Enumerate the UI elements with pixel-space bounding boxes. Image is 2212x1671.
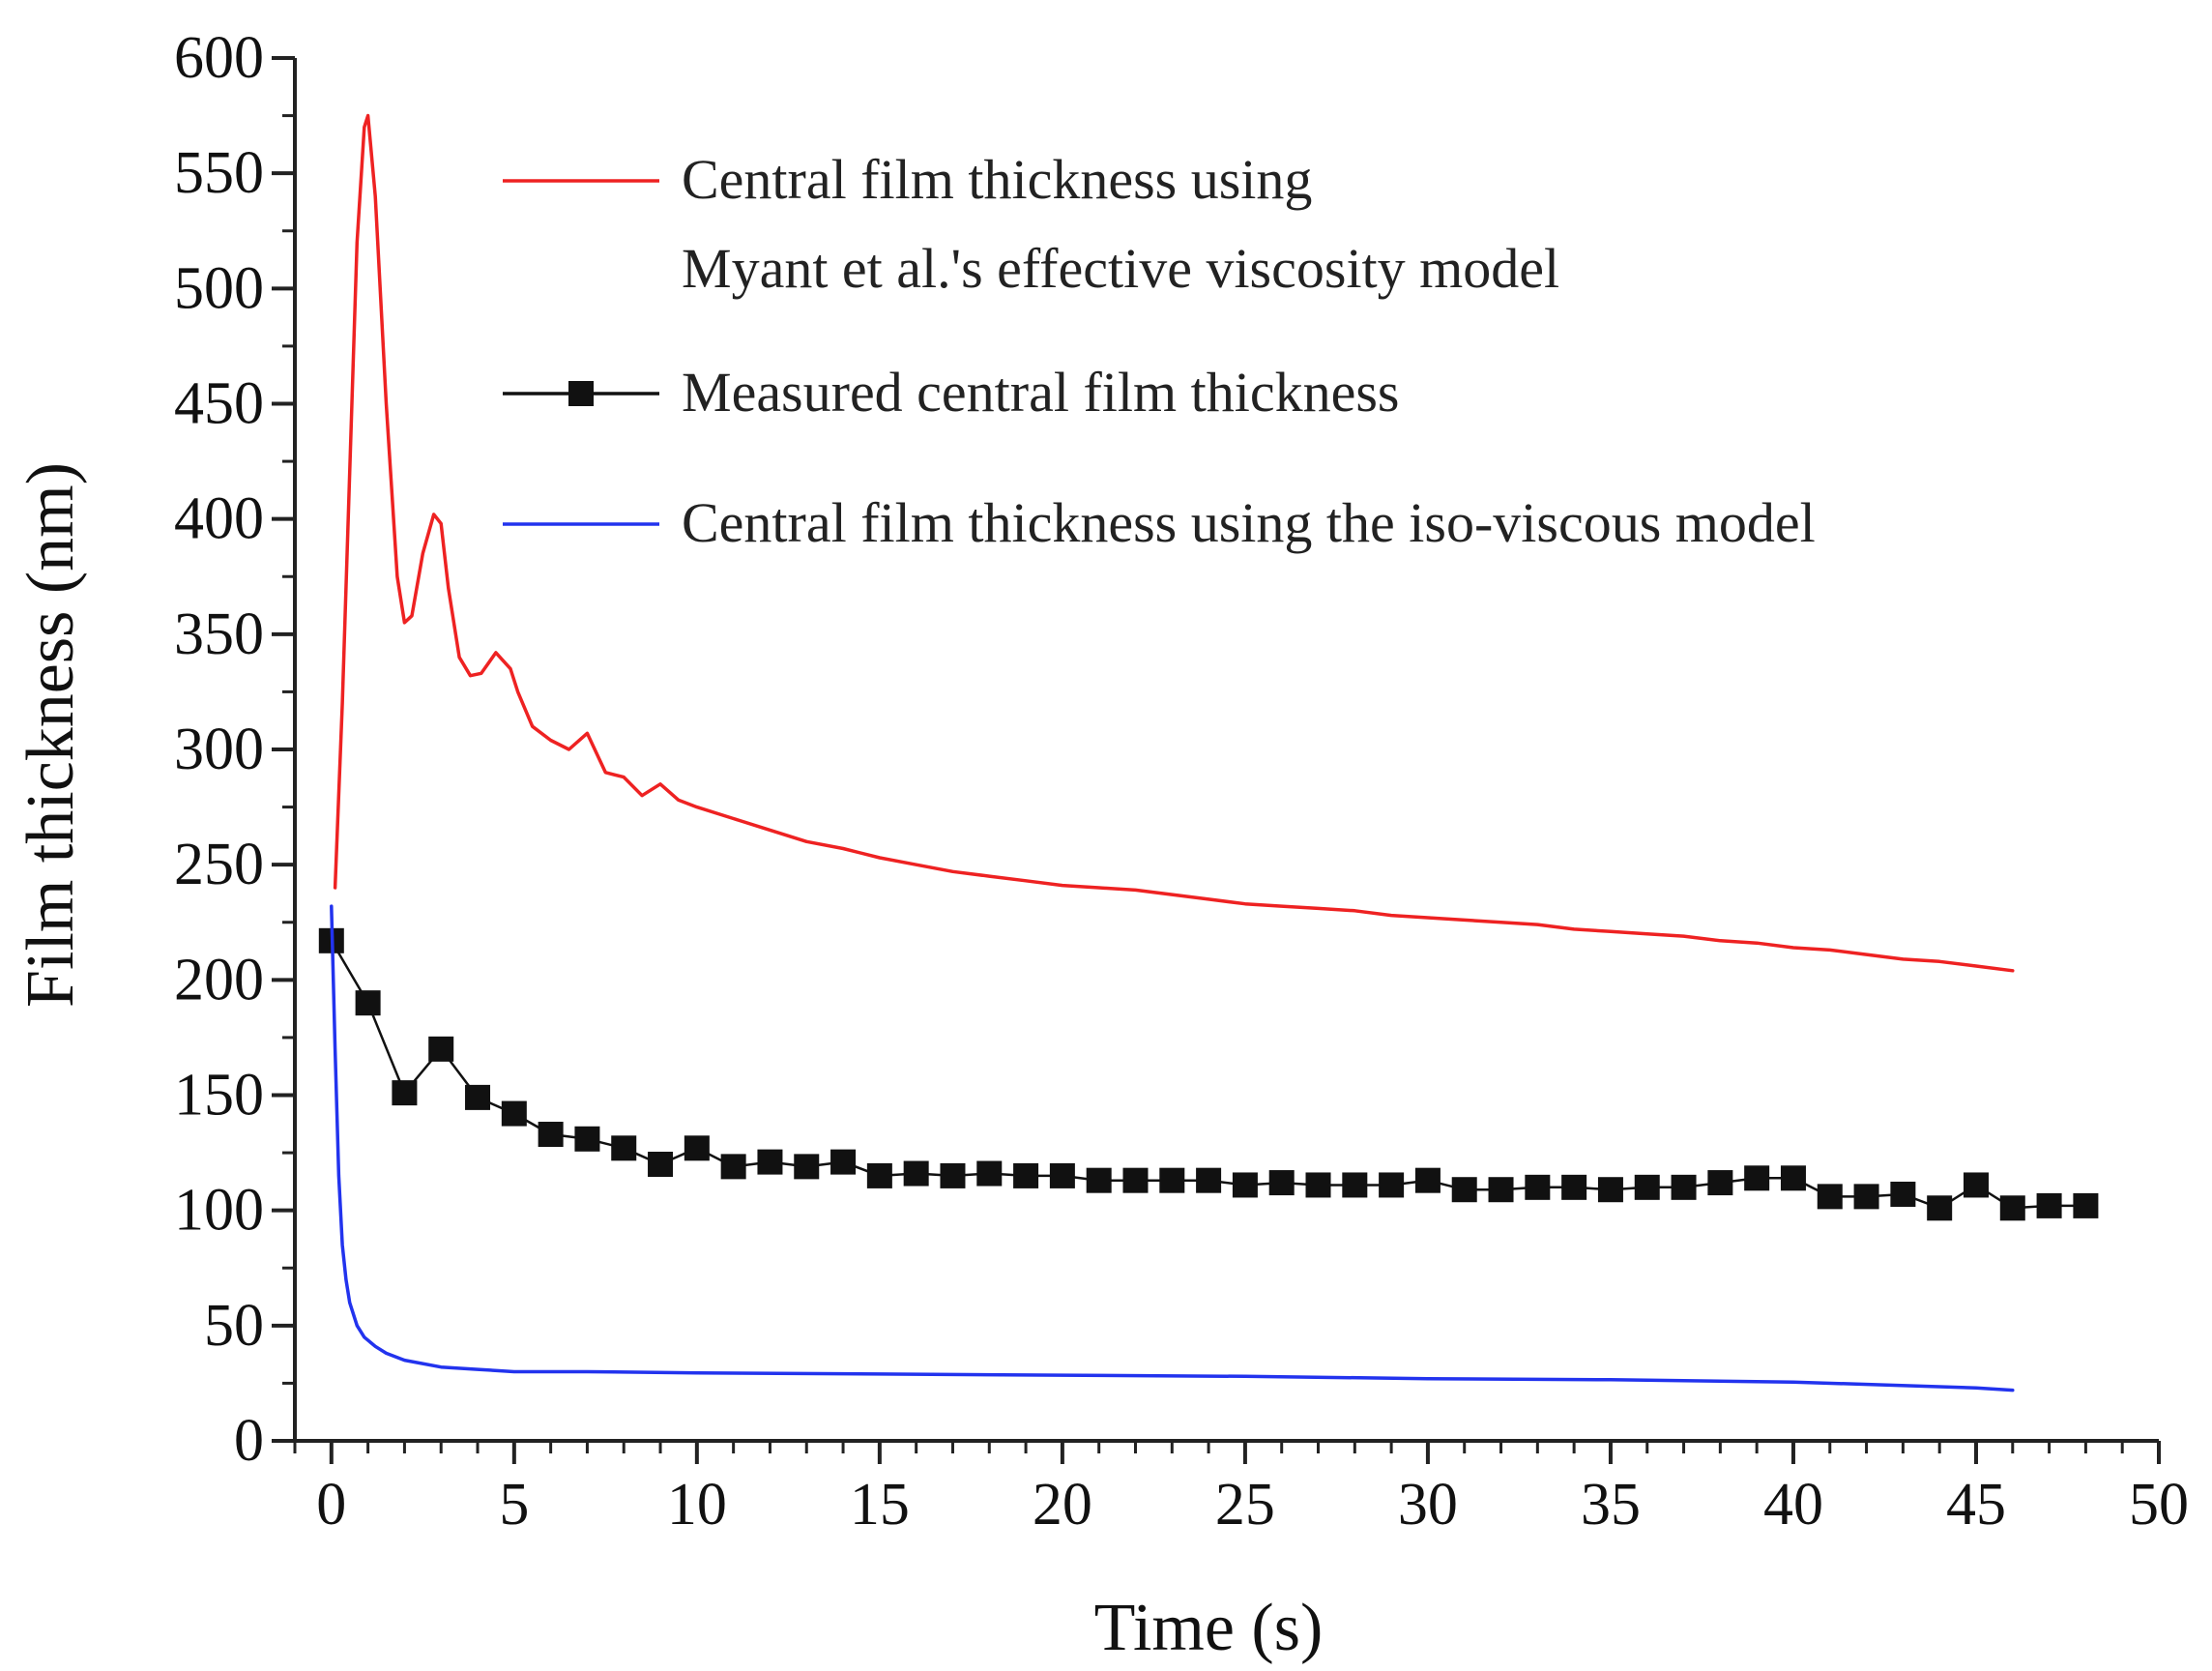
data-point-measured	[1379, 1172, 1405, 1198]
data-point-measured	[1268, 1170, 1295, 1196]
data-point-measured	[1086, 1167, 1112, 1193]
data-point-measured	[976, 1160, 1003, 1187]
data-point-measured	[1634, 1174, 1660, 1200]
data-point-measured	[1049, 1162, 1075, 1188]
y-tick-label: 0	[234, 1408, 264, 1474]
data-point-measured	[574, 1126, 600, 1152]
legend-label-measured: Measured central film thickness	[682, 361, 1399, 424]
data-point-measured	[1414, 1167, 1441, 1193]
x-tick-label: 25	[1215, 1472, 1275, 1538]
y-tick-label: 350	[174, 601, 264, 667]
data-point-measured	[1744, 1165, 1770, 1191]
x-tick-label: 30	[1398, 1472, 1458, 1538]
data-point-measured	[720, 1154, 746, 1180]
y-tick-label: 450	[174, 371, 264, 437]
data-point-measured	[1817, 1184, 1843, 1210]
x-tick-label: 10	[667, 1472, 727, 1538]
y-tick-label: 100	[174, 1178, 264, 1244]
data-point-measured	[538, 1122, 564, 1148]
data-point-measured	[428, 1036, 454, 1062]
legend-marker-measured	[568, 381, 594, 406]
y-tick-label: 150	[174, 1063, 264, 1129]
plot-series-layer	[318, 113, 2099, 1392]
data-point-measured	[2073, 1192, 2099, 1218]
data-point-measured	[392, 1080, 418, 1106]
data-point-measured	[940, 1162, 966, 1188]
data-point-measured	[1232, 1172, 1258, 1198]
data-point-measured	[1159, 1167, 1185, 1193]
data-point-measured	[501, 1100, 527, 1127]
data-point-measured	[1999, 1195, 2025, 1221]
x-tick-label: 45	[1946, 1472, 2006, 1538]
x-tick-label: 15	[850, 1472, 910, 1538]
y-tick-label: 500	[174, 255, 264, 321]
data-point-measured	[1342, 1172, 1368, 1198]
legend-label-isoviscous: Central film thickness using the iso-vis…	[682, 491, 1816, 554]
data-point-measured	[1013, 1162, 1039, 1188]
data-point-measured	[465, 1084, 491, 1110]
y-tick-label: 50	[204, 1293, 264, 1359]
data-point-measured	[1671, 1174, 1697, 1200]
data-point-measured	[648, 1152, 674, 1177]
data-point-measured	[1963, 1172, 1989, 1198]
data-point-measured	[1927, 1195, 1953, 1221]
x-tick-label: 50	[2129, 1472, 2189, 1538]
x-axis-title: Time (s)	[1094, 1591, 1324, 1665]
data-point-measured	[1122, 1167, 1149, 1193]
legend: Central film thickness using Myant et al.…	[503, 148, 1816, 554]
legend-label-effective: Myant et al.'s effective viscosity model	[682, 237, 1559, 300]
data-point-measured	[1525, 1174, 1551, 1200]
data-point-measured	[355, 990, 381, 1016]
y-tick-label: 600	[174, 25, 264, 91]
x-tick-label: 35	[1581, 1472, 1641, 1538]
data-point-measured	[1451, 1177, 1477, 1203]
data-point-measured	[794, 1154, 820, 1180]
data-point-measured	[866, 1162, 892, 1188]
data-point-measured	[1597, 1177, 1623, 1203]
x-tick-label: 0	[316, 1472, 346, 1538]
y-tick-label: 550	[174, 140, 264, 206]
y-tick-label: 250	[174, 832, 264, 897]
data-point-measured	[830, 1149, 857, 1175]
data-point-measured	[1305, 1172, 1331, 1198]
axes-layer: 0 50 100 150 200 250 300 350 400 450 500 550 600 0 5 10…	[174, 25, 2189, 1538]
data-point-measured	[1780, 1165, 1806, 1191]
data-point-measured	[1853, 1184, 1879, 1210]
data-point-measured	[2036, 1192, 2062, 1218]
y-tick-label: 400	[174, 486, 264, 552]
series-line-effective	[333, 113, 2015, 973]
x-tick-label: 40	[1763, 1472, 1823, 1538]
data-point-measured	[1707, 1170, 1733, 1196]
data-point-measured	[1561, 1174, 1587, 1200]
data-point-measured	[684, 1135, 710, 1161]
data-point-measured	[611, 1135, 637, 1161]
y-axis-title: Film thickness (nm)	[14, 462, 88, 1008]
series-line-isoviscous	[330, 904, 2015, 1392]
data-point-measured	[903, 1160, 929, 1187]
x-tick-label: 20	[1033, 1472, 1092, 1538]
data-point-measured	[1488, 1177, 1514, 1203]
legend-label-effective: Central film thickness using	[682, 148, 1312, 211]
data-point-measured	[1890, 1181, 1916, 1207]
data-point-measured	[757, 1149, 783, 1175]
y-tick-label: 300	[174, 717, 264, 782]
x-tick-label: 5	[499, 1472, 529, 1538]
data-point-measured	[1196, 1167, 1222, 1193]
y-tick-label: 200	[174, 947, 264, 1012]
